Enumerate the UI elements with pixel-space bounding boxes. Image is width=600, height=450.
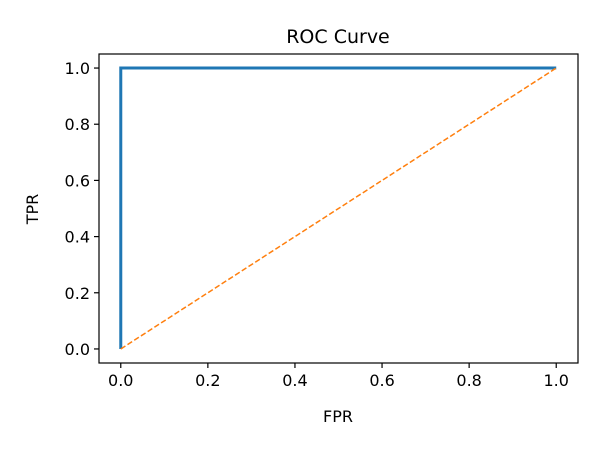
x-tick-label: 0.0 [108,371,133,390]
y-tick-label: 0.0 [65,340,90,359]
x-axis-ticks: 0.0 0.2 0.4 0.6 0.8 1.0 [108,363,569,390]
y-axis-label: TPR [23,194,42,226]
y-axis-ticks: 0.0 0.2 0.4 0.6 0.8 1.0 [65,59,99,359]
roc-curve-line [119,66,557,349]
chart-title: ROC Curve [286,26,390,48]
y-tick-label: 1.0 [65,59,90,78]
x-axis-label: FPR [323,407,353,426]
x-tick-label: 0.4 [282,371,307,390]
baseline-dashed-line [120,67,557,350]
y-tick-label: 0.6 [65,171,90,190]
y-tick-label: 0.4 [65,228,90,247]
x-tick-label: 0.6 [369,371,394,390]
plot-frame [98,53,579,364]
x-tick-label: 0.2 [195,371,220,390]
y-tick-label: 0.8 [65,115,90,134]
x-tick-label: 0.8 [456,371,481,390]
y-tick-label: 0.2 [65,284,90,303]
x-tick-label: 1.0 [544,371,569,390]
plot-series [119,66,557,350]
